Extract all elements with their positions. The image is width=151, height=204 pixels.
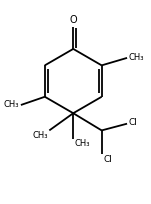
Text: CH₃: CH₃ — [129, 53, 144, 62]
Text: Cl: Cl — [103, 155, 112, 164]
Text: CH₃: CH₃ — [32, 131, 48, 140]
Text: CH₃: CH₃ — [75, 139, 90, 148]
Text: CH₃: CH₃ — [4, 100, 19, 109]
Text: Cl: Cl — [129, 119, 137, 128]
Text: O: O — [69, 16, 77, 26]
